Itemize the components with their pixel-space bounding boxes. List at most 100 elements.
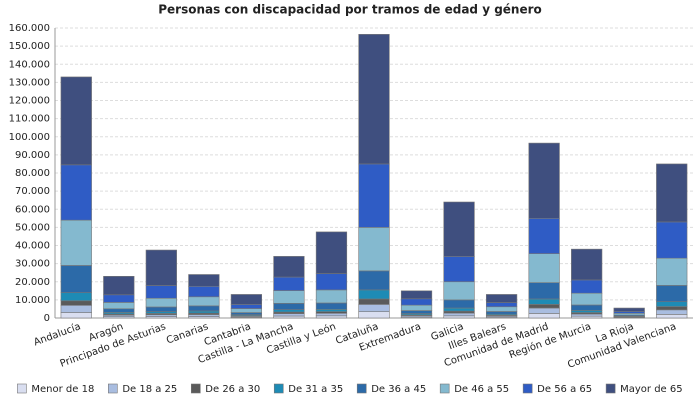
bar-segment <box>443 299 475 309</box>
bar-segment <box>103 294 135 303</box>
bar-segment <box>443 307 475 312</box>
bar-segment <box>273 303 305 310</box>
bar-segment <box>485 311 518 315</box>
bar-segment <box>188 274 220 287</box>
bar-segment <box>230 294 263 305</box>
bar-segment <box>60 265 92 293</box>
bar-segment <box>60 164 92 221</box>
y-tick-label: 20.000 <box>15 277 50 288</box>
bar-segment <box>358 289 390 300</box>
bar-segment <box>103 276 135 296</box>
y-tick-label: 70.000 <box>15 186 50 197</box>
bar-segment <box>528 142 560 219</box>
legend-swatch <box>605 383 616 394</box>
y-tick-label: 60.000 <box>15 204 50 215</box>
bar-segment <box>656 163 688 223</box>
bar-segment <box>188 310 220 314</box>
y-tick-label: 100.000 <box>9 132 50 143</box>
bar-segment <box>571 304 603 311</box>
y-tick-label: 80.000 <box>15 168 50 179</box>
bar-segment <box>315 273 348 291</box>
bar-segment <box>230 312 263 316</box>
bar-segment <box>60 300 92 306</box>
y-tick-label: 130.000 <box>9 77 50 88</box>
bar-segment <box>400 310 433 314</box>
bar-segment <box>400 304 433 311</box>
bar-segment <box>358 227 390 272</box>
bar-segment <box>656 285 688 302</box>
legend-swatch <box>522 383 533 394</box>
bar-segment <box>273 309 305 313</box>
bar-segment <box>60 305 92 313</box>
legend-swatch <box>356 383 367 394</box>
y-tick-label: 50.000 <box>15 222 50 233</box>
bar-segment <box>400 298 433 306</box>
bar-segment <box>656 306 688 311</box>
legend-swatch <box>108 383 118 394</box>
bar-segment <box>528 313 560 319</box>
bar-segment <box>571 279 603 294</box>
bar-segment <box>485 294 518 303</box>
legend-label: De 18 a 25 <box>122 384 177 395</box>
bar-segment <box>273 313 305 317</box>
bar-segment <box>145 297 177 308</box>
legend-label: De 36 a 45 <box>371 384 426 395</box>
y-tick-label: 160.000 <box>9 23 50 34</box>
legend-label: De 31 a 35 <box>288 384 343 395</box>
bar-segment <box>656 309 688 315</box>
bar-segment <box>315 312 348 317</box>
y-tick-label: 140.000 <box>9 59 50 70</box>
bar-segment <box>656 301 688 307</box>
bar-segment <box>358 298 390 305</box>
x-tick-label: Andalucía <box>32 320 82 348</box>
bar-segment <box>443 315 475 319</box>
y-tick-label: 90.000 <box>15 150 50 161</box>
bar-segment <box>571 248 603 281</box>
legend-label: Menor de 18 <box>31 384 94 395</box>
bar-segment <box>485 306 518 312</box>
bar-segment <box>528 307 560 314</box>
y-tick-label: 30.000 <box>15 259 50 270</box>
bar-segment <box>230 304 263 309</box>
bar-segment <box>273 290 305 304</box>
bar-segment <box>443 256 475 283</box>
bar-segment <box>528 304 560 309</box>
legend-swatch <box>273 383 284 394</box>
bar-segment <box>315 302 348 310</box>
bar-segment <box>145 285 177 299</box>
bar-segment <box>528 218 560 254</box>
bar-segment <box>60 312 92 319</box>
bar-segment <box>60 219 92 266</box>
bar-segment <box>528 253 560 283</box>
bar-segment <box>315 289 348 304</box>
bar-segment <box>613 307 645 312</box>
bar-segment <box>358 34 390 165</box>
bar-segment <box>358 304 390 312</box>
y-tick-label: 150.000 <box>9 41 50 52</box>
legend-label: Mayor de 65 <box>620 384 683 395</box>
bar-segment <box>273 276 305 291</box>
bar-segment <box>656 314 688 319</box>
bar-segment <box>528 298 560 305</box>
bar-segment <box>571 292 603 306</box>
bar-segment <box>571 313 603 317</box>
bar-segment <box>145 306 177 312</box>
bar-segment <box>60 76 92 166</box>
bar-segment <box>315 315 348 319</box>
bar-segment <box>188 305 220 312</box>
bar-segment <box>358 311 390 319</box>
bar-segment <box>358 270 390 291</box>
bar-segment <box>443 201 475 257</box>
y-tick-label: 120.000 <box>9 96 50 107</box>
bar-segment <box>400 290 433 300</box>
chart-title: Personas con discapacidad por tramos de … <box>158 3 542 17</box>
bar-segment <box>443 312 475 317</box>
bar-segment <box>528 282 560 300</box>
bar-segment <box>315 308 348 312</box>
legend-label: De 26 a 30 <box>205 384 260 395</box>
legend-swatch <box>190 383 201 394</box>
y-tick-label: 10.000 <box>15 295 50 306</box>
legend-swatch <box>17 383 27 394</box>
bar-segment <box>315 231 348 274</box>
legend-label: De 46 a 55 <box>454 384 509 395</box>
